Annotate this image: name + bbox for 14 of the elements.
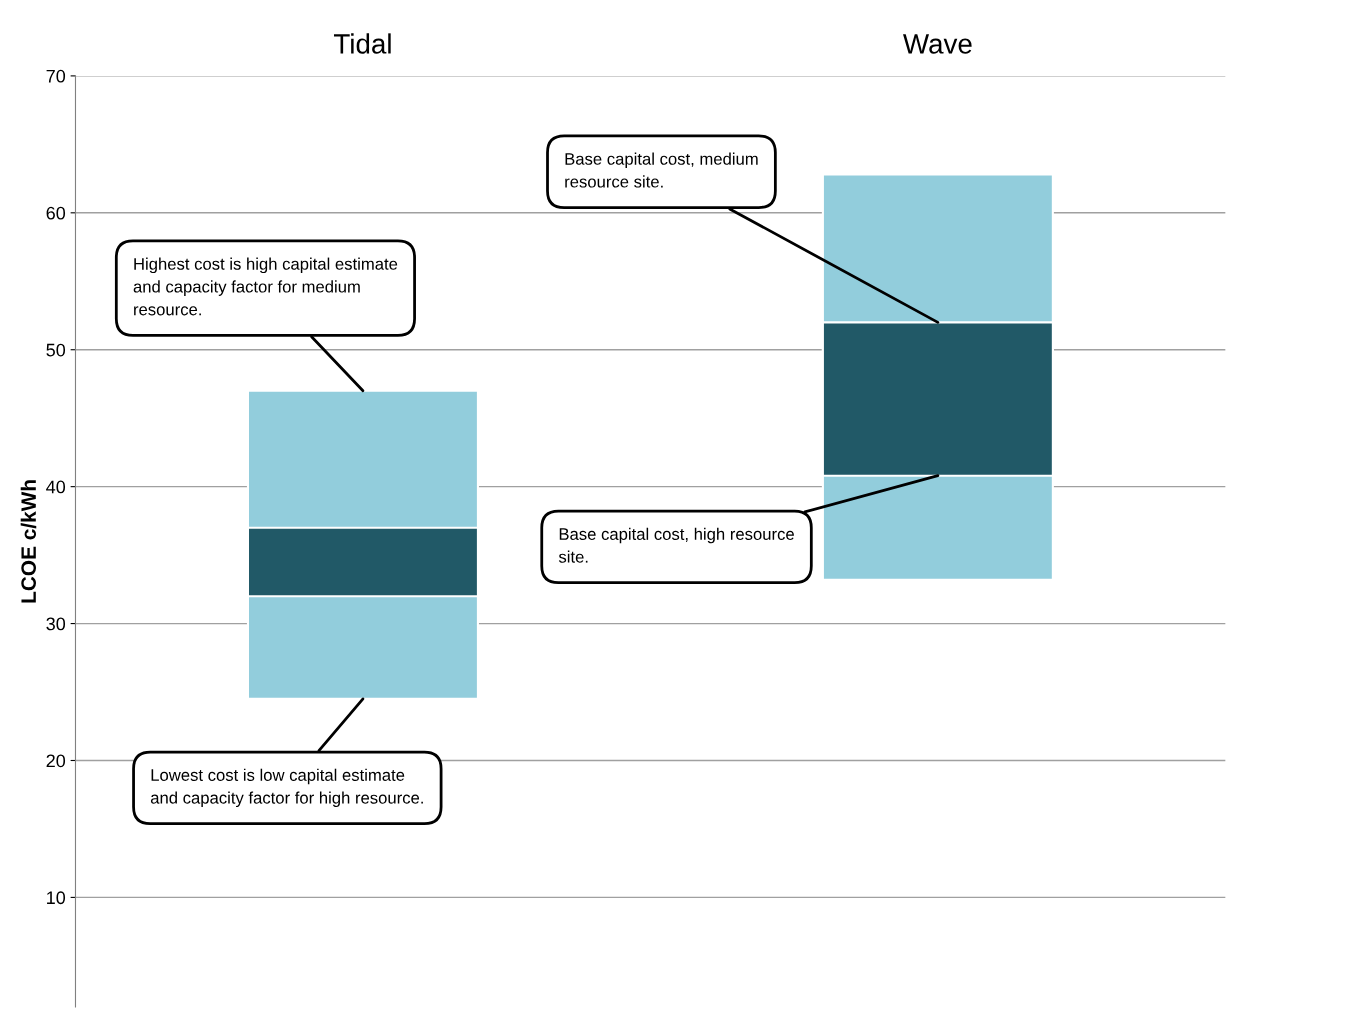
annotation: Base capital cost, medium resource site. [565, 152, 758, 188]
y-tick-label: 70 [46, 69, 66, 83]
y-tick-label: 20 [46, 754, 66, 768]
y-tick-label: 50 [46, 343, 66, 357]
x-tick-label: Wave [903, 34, 972, 54]
y-tick-label: 60 [46, 206, 66, 220]
y-tick-label: 40 [46, 480, 66, 494]
x-tick-label: Tidal [333, 33, 391, 54]
annotation: Lowest cost is low capital estimate and capacity factor for high resource. [150, 768, 423, 808]
y-tick-label: 10 [47, 891, 66, 905]
annotation: Highest cost is high capital estimate and capacity factor for medium resource. [133, 257, 398, 316]
y-tick-label: 30 [46, 617, 66, 631]
annotation: Base capital cost, high resource site. [558, 527, 794, 563]
y-axis-title: LCOE c/kWh [20, 480, 37, 603]
